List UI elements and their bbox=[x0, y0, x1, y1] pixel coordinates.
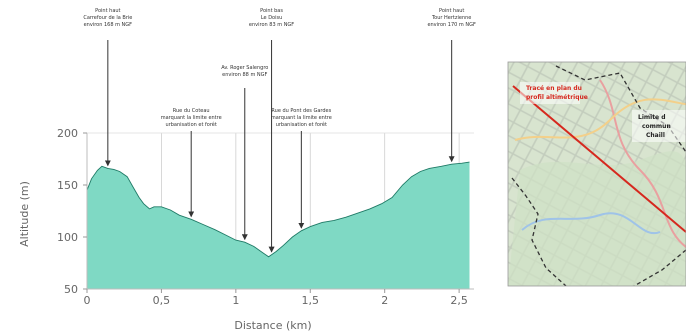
altitude-line bbox=[86, 161, 470, 258]
commune-boundary bbox=[511, 65, 686, 286]
annotation-text: marquant la limite entre bbox=[271, 115, 332, 121]
y-tick-label: 200 bbox=[57, 127, 78, 140]
y-tick-label: 100 bbox=[57, 231, 78, 244]
map-label-limit-2: commun bbox=[642, 123, 671, 130]
y-tick-label: 50 bbox=[64, 283, 78, 296]
annotation-text: Rue du Coteau bbox=[173, 108, 210, 114]
annotation-text: urbanisation et forêt bbox=[276, 121, 327, 128]
annotation-text: environ 168 m NGF bbox=[84, 22, 133, 28]
map-road bbox=[599, 79, 686, 249]
map-label-profile-2: profil altimétrique bbox=[526, 94, 588, 101]
x-axis-ticks: 0 0,5 1 1,5 2 2,5 bbox=[84, 289, 468, 307]
annotation-text: Rue du Pont des Gardes bbox=[271, 108, 331, 114]
annotation-text: Point haut bbox=[95, 8, 120, 14]
x-tick-label: 0,5 bbox=[153, 294, 171, 307]
annotation-text: marquant la limite entre bbox=[161, 115, 222, 121]
y-axis-ticks: 50 100 150 200 bbox=[57, 127, 87, 296]
x-axis-title: Distance (km) bbox=[234, 319, 311, 331]
x-tick-label: 1 bbox=[232, 294, 239, 307]
annotation-text: urbanisation et forêt bbox=[166, 121, 217, 128]
annotation-text: Carrefour de la Brie bbox=[83, 15, 132, 21]
map-green-zone bbox=[508, 151, 686, 286]
annotation-text: Point bas bbox=[260, 8, 283, 14]
map-river bbox=[521, 212, 661, 235]
map-inset: Tracé en plan du profil altimétrique Lim… bbox=[507, 61, 686, 287]
annotation-text: environ 83 m NGF bbox=[249, 22, 294, 28]
profile-trace-line bbox=[512, 85, 686, 233]
annotation-text: Point haut bbox=[439, 8, 464, 14]
annotation-text: Av. Roger Salengro bbox=[221, 65, 268, 71]
x-tick-label: 2 bbox=[381, 294, 388, 307]
y-axis-title: Altitude (m) bbox=[18, 181, 31, 247]
x-tick-label: 2,5 bbox=[450, 294, 468, 307]
annotation-text: Le Doisu bbox=[261, 15, 282, 21]
y-tick-label: 150 bbox=[57, 179, 78, 192]
annotation-text: Tour Hertzienne bbox=[431, 15, 471, 21]
x-tick-label: 1,5 bbox=[302, 294, 320, 307]
map-label-limit-3: Chaill bbox=[646, 132, 665, 139]
annotation-text: environ 170 m NGF bbox=[427, 22, 476, 28]
x-tick-label: 0 bbox=[84, 294, 91, 307]
altitude-area bbox=[87, 162, 470, 289]
plot-frame bbox=[86, 132, 474, 290]
map-label-limit-1: Limite d bbox=[638, 114, 666, 121]
map-road bbox=[514, 98, 686, 141]
annotation-text: environ 88 m NGF bbox=[222, 72, 267, 78]
map-label-profile-1: Tracé en plan du bbox=[526, 85, 582, 92]
altitude-profile-chart: 50 100 150 200 0 0,5 1 1,5 2 2,5 Altitude (m) Di… bbox=[18, 8, 476, 331]
